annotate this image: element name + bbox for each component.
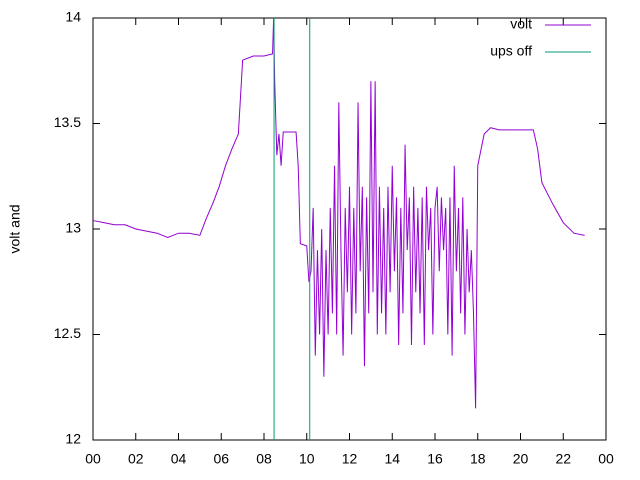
x-tick-label: 12 xyxy=(342,451,358,467)
plot-frame xyxy=(92,17,607,441)
y-axis-label: volt and xyxy=(7,204,23,253)
legend-label: ups off xyxy=(490,43,532,59)
x-tick-label: 06 xyxy=(213,451,229,467)
x-tick-label: 20 xyxy=(513,451,529,467)
x-tick-label: 02 xyxy=(128,451,144,467)
x-tick-label: 14 xyxy=(384,451,400,467)
x-tick-label: 08 xyxy=(256,451,272,467)
x-tick-label: 10 xyxy=(299,451,315,467)
y-tick-label: 12 xyxy=(65,431,81,447)
y-tick-label: 13 xyxy=(65,220,81,236)
data-line xyxy=(92,17,585,409)
x-tick-label: 04 xyxy=(171,451,187,467)
x-tick-label: 00 xyxy=(85,451,101,467)
y-tick-label: 14 xyxy=(65,9,81,25)
y-tick-label: 13.5 xyxy=(54,114,81,130)
legend-label: volt xyxy=(510,16,532,32)
x-tick-label: 18 xyxy=(470,451,486,467)
x-tick-label: 22 xyxy=(555,451,571,467)
data-line xyxy=(273,18,311,440)
x-tick-label: 16 xyxy=(427,451,443,467)
x-tick-label: 00 xyxy=(598,451,614,467)
y-tick-label: 12.5 xyxy=(54,325,81,341)
